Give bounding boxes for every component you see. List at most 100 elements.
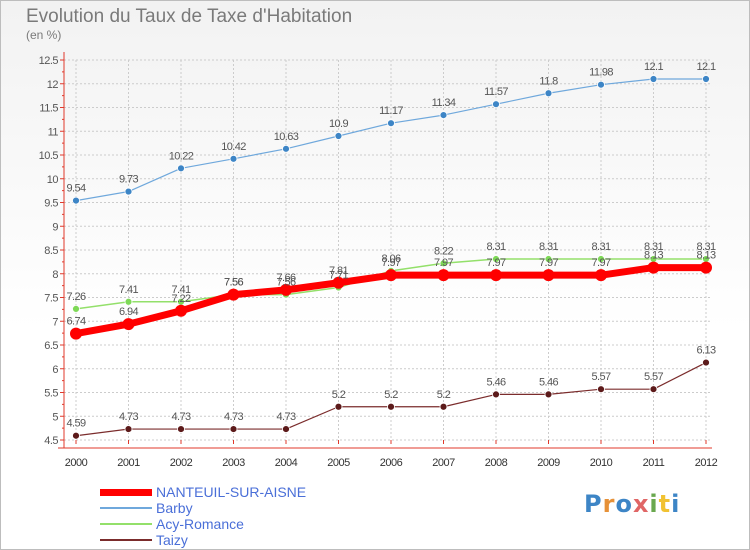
data-point [175,304,187,317]
data-point [595,269,607,282]
x-tick-label: 2011 [643,457,665,469]
data-label: 10.22 [169,150,194,162]
logo-letter: i [671,490,681,518]
data-point [387,119,395,128]
data-point [597,80,605,89]
data-label: 5.57 [644,371,663,383]
data-label: 7.56 [276,277,295,289]
data-label: 11.17 [379,105,403,117]
y-tick-label: 6 [52,364,58,376]
logo-letter: x [632,490,650,518]
y-tick-label: 10.5 [39,150,59,162]
data-point [124,187,133,196]
data-label: 4.73 [119,411,138,423]
data-point [492,100,500,109]
y-tick-label: 7 [52,316,58,328]
y-tick-label: 5.5 [44,388,58,400]
data-point [122,318,135,331]
data-point [124,297,133,306]
y-tick-label: 6.5 [44,340,58,352]
data-label: 6.74 [66,316,85,328]
legend-swatch [100,507,152,509]
x-tick-label: 2002 [170,457,193,469]
data-label: 7.66 [276,272,295,284]
data-label: 7.56 [224,277,243,289]
legend-label: Barby [156,500,193,516]
x-tick-label: 2004 [275,457,298,469]
chart-legend: NANTEUIL-SUR-AISNE Barby Acy-Romance Tai… [100,484,306,548]
data-point [227,288,240,301]
y-tick-label: 9 [52,221,58,233]
data-point [334,402,343,411]
data-point [282,144,290,153]
data-point [647,261,660,274]
legend-item-barby: Barby [100,500,306,516]
data-label: 12.1 [644,61,663,73]
data-label: 8.31 [539,241,558,253]
data-point [437,269,450,282]
data-point [229,154,238,163]
data-label: 5.46 [539,376,558,388]
data-point [72,196,80,205]
x-tick-label: 2008 [485,457,508,469]
data-label: 11.57 [484,86,508,98]
logo-letter: i [649,490,659,518]
y-tick-label: 12.5 [39,55,59,67]
x-tick-label: 2000 [65,457,88,469]
data-label: 5.57 [591,371,610,383]
x-tick-label: 2007 [432,457,455,469]
data-label: 7.81 [329,265,348,277]
data-label: 7.97 [381,257,400,269]
data-point [282,425,290,433]
data-label: 4.59 [66,418,85,430]
data-label: 6.94 [119,306,138,318]
data-label: 4.73 [224,411,243,423]
data-point [439,259,448,268]
data-label: 7.97 [539,257,558,269]
data-point [334,132,343,140]
data-point [385,269,397,282]
y-tick-label: 5 [52,411,58,423]
data-label: 5.46 [486,376,505,388]
data-point [490,269,502,282]
logo-letter: r [602,490,616,518]
data-label: 5.2 [332,389,346,401]
logo-letter: t [658,490,672,518]
legend-swatch [100,488,152,496]
data-point [280,283,292,296]
x-tick-label: 2012 [695,457,718,469]
y-tick-label: 4.5 [44,435,58,447]
data-label: 8.22 [434,245,453,257]
data-point [332,276,345,289]
data-point [177,425,185,433]
y-tick-label: 12 [47,79,59,91]
data-label: 6.13 [696,345,715,357]
data-point [492,255,500,263]
data-label: 11.8 [539,75,558,87]
x-tick-label: 2010 [590,457,613,469]
data-point [597,385,605,394]
data-point [597,255,605,263]
data-label: 8.06 [381,253,400,265]
data-point [544,390,553,399]
data-label: 4.73 [276,411,295,423]
data-point [439,111,448,119]
legend-item-taizy: Taizy [100,532,306,548]
x-tick-label: 2006 [380,457,403,469]
x-tick-label: 2001 [117,457,140,469]
data-point [72,431,80,440]
data-label: 8.31 [696,241,715,253]
data-label: 12.1 [696,61,715,73]
data-point [177,164,185,173]
data-label: 7.26 [66,291,85,303]
data-label: 7.97 [591,257,610,269]
data-label: 8.31 [591,241,610,253]
data-point [124,425,133,433]
data-point [72,304,80,313]
data-point [702,358,710,367]
data-label: 11.98 [589,67,613,79]
data-label: 11.34 [432,97,456,109]
legend-item-acy-romance: Acy-Romance [100,516,306,532]
data-label: 7.22 [171,293,190,305]
y-tick-label: 11 [48,126,59,138]
